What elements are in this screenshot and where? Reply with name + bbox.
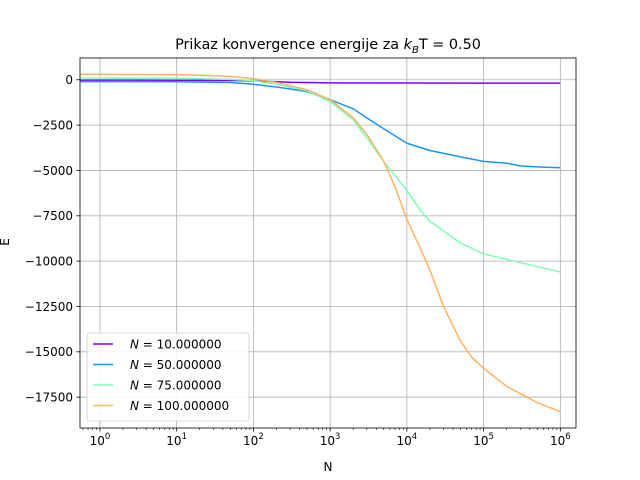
y-tick-label: 0 [65, 73, 73, 87]
legend-label: N = 100.000000 [130, 399, 229, 413]
legend-label-value: = 50.000000 [139, 358, 222, 372]
x-tick-label: 103 [320, 432, 341, 448]
x-tick-base: 10 [166, 434, 181, 448]
y-tick-label: −10000 [25, 254, 73, 268]
legend-label-math: N [130, 399, 139, 413]
x-tick-exponent: 3 [335, 432, 340, 442]
x-tick-exponent: 1 [182, 432, 187, 442]
legend-label-value: = 75.000000 [139, 379, 222, 393]
legend-item: N = 75.000000 [93, 379, 222, 393]
legend-box [86, 332, 250, 422]
legend-label-value: = 100.000000 [139, 399, 229, 413]
x-tick-exponent: 6 [565, 432, 570, 442]
y-axis-ticks: 0 −2500 −5000 −7500 −10000 −12500 −15000 −17500 [25, 73, 80, 404]
chart-title-prefix: Prikaz konvergence energije za [175, 37, 404, 53]
x-tick-label: 105 [473, 432, 494, 448]
grid [80, 58, 576, 428]
legend-label: N = 50.000000 [130, 358, 222, 372]
plot-lines [80, 73, 561, 413]
x-axis-label: N [324, 460, 333, 474]
x-tick-base: 10 [320, 434, 335, 448]
x-tick-exponent: 5 [489, 432, 494, 442]
x-tick-label: 102 [243, 432, 264, 448]
chart-title-suffix: T = 0.50 [418, 37, 481, 53]
y-axis-label: E [0, 238, 12, 246]
y-tick-label: −5000 [32, 164, 73, 178]
x-tick-label: 101 [166, 432, 187, 448]
x-tick-base: 10 [473, 434, 488, 448]
legend-label-math: N [130, 338, 139, 352]
x-tick-exponent: 2 [258, 432, 263, 442]
axes-frame [79, 57, 577, 429]
series-line-4 [80, 73, 561, 413]
y-tick-label: −17500 [25, 390, 73, 404]
legend-label: N = 10.000000 [130, 338, 222, 352]
legend-item: N = 10.000000 [93, 338, 222, 352]
y-tick-label: −2500 [32, 118, 73, 132]
x-tick-exponent: 0 [105, 432, 110, 442]
series-line-2 [80, 80, 561, 169]
x-tick-label: 104 [397, 432, 418, 448]
legend-item: N = 100.000000 [93, 399, 229, 413]
legend-label: N = 75.000000 [130, 379, 222, 393]
x-tick-base: 10 [550, 434, 565, 448]
series-line-3 [80, 77, 561, 273]
x-tick-exponent: 4 [412, 432, 417, 442]
x-tick-label: 100 [90, 432, 111, 448]
chart-title: Prikaz konvergence energije za kBT = 0.5… [175, 37, 481, 56]
x-tick-base: 10 [243, 434, 258, 448]
y-tick-label: −15000 [25, 345, 73, 359]
legend-label-math: N [130, 358, 139, 372]
legend-label-math: N [130, 379, 139, 393]
x-axis-ticks: 100 101 102 103 104 105 106 [82, 428, 571, 448]
legend-label-value: = 10.000000 [139, 338, 222, 352]
chart-title-sub: B [412, 45, 419, 56]
x-tick-base: 10 [90, 434, 105, 448]
x-tick-base: 10 [397, 434, 412, 448]
legend-item: N = 50.000000 [93, 358, 222, 372]
y-tick-label: −12500 [25, 300, 73, 314]
chart-title-math: k [404, 37, 413, 53]
x-tick-label: 106 [550, 432, 571, 448]
y-tick-label: −7500 [32, 209, 73, 223]
